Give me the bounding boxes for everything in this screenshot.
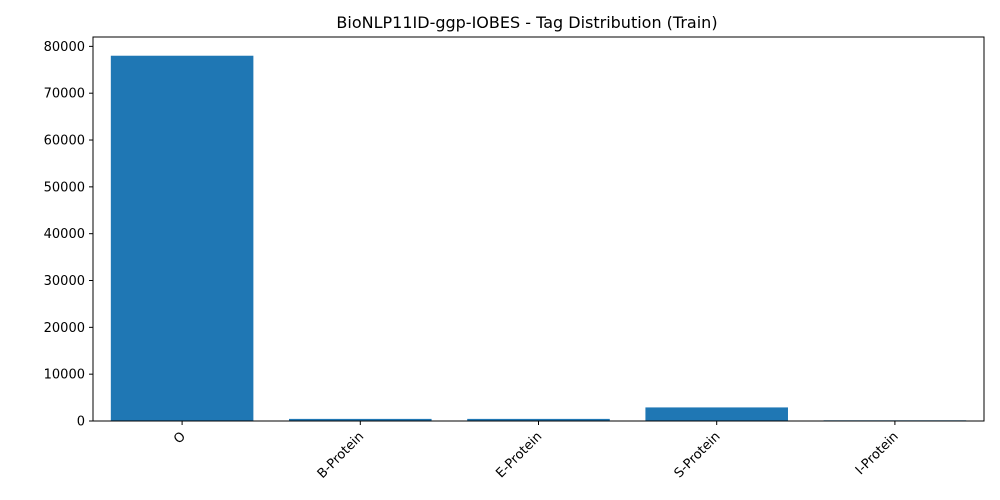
- y-axis: 0 10000 20000 30000 40000 50000 60000 70000 8000…: [44, 40, 93, 430]
- bar-b-protein: [289, 418, 432, 421]
- y-tick-label: 70000: [44, 87, 85, 102]
- x-axis: O B-Protein E-Protein S-Protein I-Protein: [171, 421, 902, 482]
- chart-title: BioNLP11ID-ggp-IOBES - Tag Distribution …: [336, 13, 717, 32]
- x-tick-label: S-Protein: [672, 429, 724, 481]
- y-tick-label: 50000: [44, 180, 85, 195]
- bar-o: [110, 55, 254, 421]
- bar-s-protein: [645, 407, 788, 421]
- plot-area: 0 10000 20000 30000 40000 50000 60000 70000 8000…: [44, 36, 985, 482]
- x-tick-label: E-Protein: [493, 429, 545, 481]
- bar-e-protein: [467, 418, 610, 421]
- bars-group: [110, 55, 967, 421]
- y-tick-label: 80000: [44, 40, 85, 55]
- x-tick-label: B-Protein: [315, 429, 367, 481]
- y-tick-label: 0: [77, 415, 85, 430]
- y-tick-label: 20000: [44, 321, 85, 336]
- x-tick-label: I-Protein: [853, 429, 902, 478]
- y-tick-label: 10000: [44, 368, 85, 383]
- y-tick-label: 60000: [44, 134, 85, 149]
- y-tick-label: 30000: [44, 274, 85, 289]
- y-tick-label: 40000: [44, 227, 85, 242]
- x-tick-label: O: [171, 429, 189, 447]
- plot-frame: [92, 36, 985, 422]
